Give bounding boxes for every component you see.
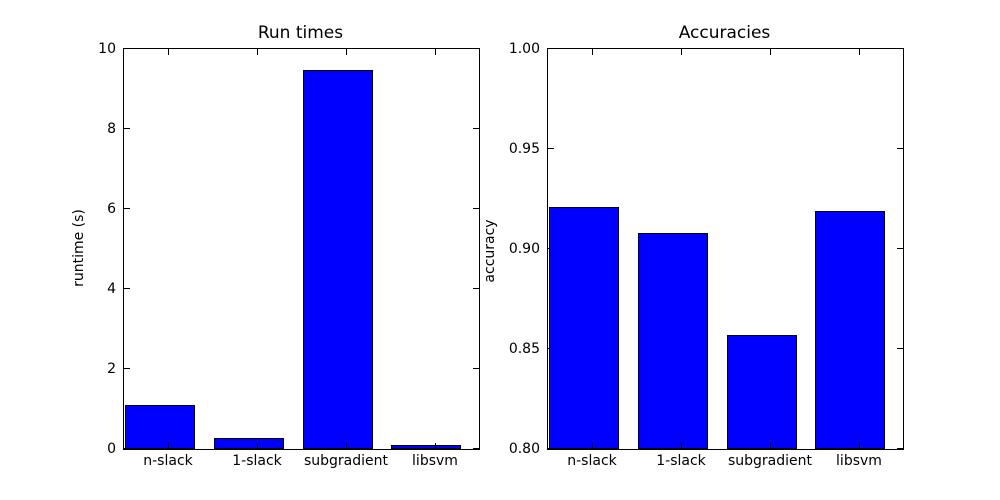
y-tick-label: 10 <box>98 41 116 57</box>
x-tick-bottom <box>435 443 436 449</box>
y-tick-left <box>124 128 130 129</box>
x-tick-bottom <box>257 443 258 449</box>
x-tick-top <box>592 49 593 55</box>
x-tick-label: libsvm <box>412 453 458 469</box>
bar-libsvm <box>815 211 886 449</box>
x-tick-label: n-slack <box>143 453 193 469</box>
accuracies-plot-area: 0.80 0.85 0.90 0.95 1.00 n-slack 1-slack subgra… <box>509 41 904 469</box>
bar-1-slack <box>637 233 708 449</box>
x-tick-top <box>770 49 771 55</box>
y-tick-left <box>124 368 130 369</box>
y-tick-left <box>548 148 554 149</box>
bar-subgradient <box>302 70 373 449</box>
x-tick-bottom <box>168 443 169 449</box>
x-tick-bottom <box>859 443 860 449</box>
y-tick-left <box>124 208 130 209</box>
x-tick-top <box>257 49 258 55</box>
bar-subgradient <box>726 335 797 449</box>
y-tick-label: 0.95 <box>508 141 540 157</box>
x-tick-top <box>168 49 169 55</box>
x-tick-top <box>346 49 347 55</box>
y-tick-left <box>124 288 130 289</box>
bar-n-slack <box>125 405 195 449</box>
y-tick-label: 0.90 <box>508 241 540 257</box>
x-tick-label: 1-slack <box>656 453 706 469</box>
x-tick-top <box>681 49 682 55</box>
x-tick-bottom <box>770 443 771 449</box>
x-tick-label: libsvm <box>836 453 882 469</box>
y-tick-left <box>124 48 130 49</box>
y-tick-label: 6 <box>107 201 116 217</box>
y-tick-label: 0.80 <box>508 441 540 457</box>
x-tick-bottom <box>681 443 682 449</box>
y-tick-right <box>473 208 479 209</box>
y-tick-right <box>897 448 903 449</box>
y-tick-label: 8 <box>107 121 116 137</box>
y-tick-right <box>473 288 479 289</box>
y-tick-right <box>897 348 903 349</box>
runtimes-plot-area: 0 2 4 6 8 10 n-slack 1-slack subgradient libsvm <box>98 41 480 469</box>
y-tick-right <box>473 128 479 129</box>
y-tick-label: 2 <box>107 361 116 377</box>
x-tick-label: n-slack <box>567 453 617 469</box>
runtimes-chart-title: Run times <box>257 23 344 43</box>
runtimes-y-axis-label: runtime (s) <box>71 209 87 287</box>
y-tick-right <box>897 148 903 149</box>
x-tick-label: 1-slack <box>232 453 282 469</box>
x-tick-top <box>859 49 860 55</box>
y-tick-label: 0.85 <box>508 341 540 357</box>
x-tick-bottom <box>346 443 347 449</box>
y-tick-right <box>897 248 903 249</box>
bar-libsvm <box>391 445 462 449</box>
bar-n-slack <box>549 207 619 449</box>
x-tick-top <box>435 49 436 55</box>
y-tick-label: 4 <box>107 281 116 297</box>
y-tick-right <box>897 48 903 49</box>
y-tick-right <box>473 48 479 49</box>
x-tick-bottom <box>592 443 593 449</box>
bar-1-slack <box>213 438 284 449</box>
accuracies-chart-title: Accuracies <box>678 23 771 43</box>
y-tick-right <box>473 368 479 369</box>
y-tick-right <box>473 448 479 449</box>
y-tick-label: 0 <box>107 441 116 457</box>
y-tick-label: 1.00 <box>508 41 540 57</box>
x-tick-label: subgradient <box>303 453 389 469</box>
x-tick-label: subgradient <box>727 453 813 469</box>
y-tick-left <box>548 48 554 49</box>
